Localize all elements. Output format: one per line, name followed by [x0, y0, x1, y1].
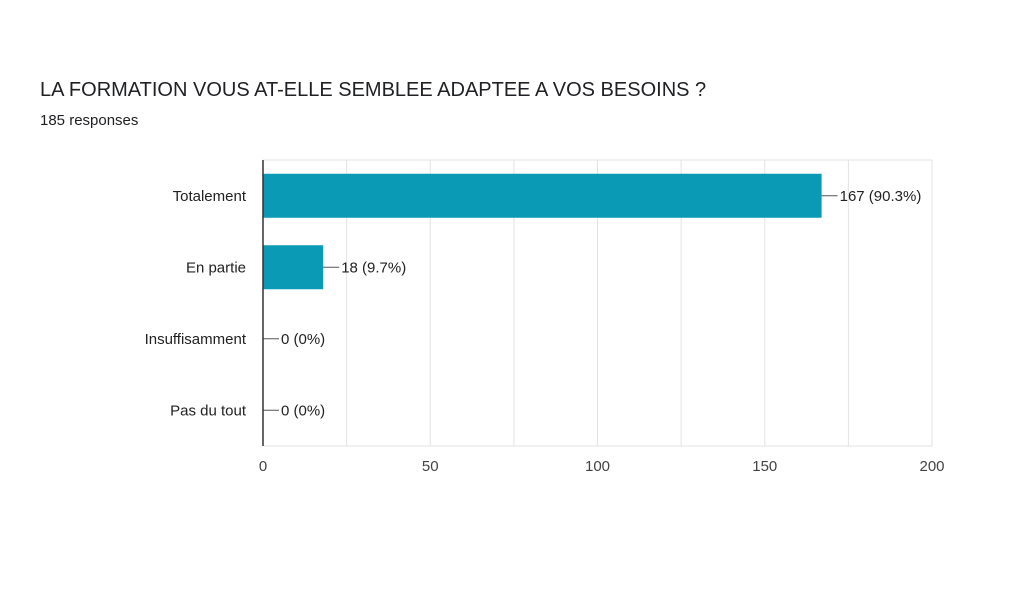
category-label: Totalement — [173, 188, 247, 205]
data-label: 167 (90.3%) — [840, 188, 922, 205]
data-label: 0 (0%) — [281, 331, 325, 348]
x-tick-label: 150 — [752, 458, 777, 475]
bar — [263, 245, 324, 290]
x-tick-label: 50 — [422, 458, 439, 475]
bar — [263, 173, 822, 218]
category-label: Pas du tout — [170, 402, 247, 419]
x-tick-label: 200 — [919, 458, 944, 475]
data-label: 18 (9.7%) — [341, 259, 406, 276]
chart-title: LA FORMATION VOUS AT-ELLE SEMBLEE ADAPTE… — [40, 79, 707, 101]
category-label: Insuffisamment — [145, 331, 247, 348]
response-count: 185 responses — [40, 112, 139, 129]
category-label: En partie — [186, 259, 246, 276]
x-tick-label: 0 — [259, 458, 267, 475]
x-tick-label: 100 — [585, 458, 610, 475]
data-label: 0 (0%) — [281, 402, 325, 419]
